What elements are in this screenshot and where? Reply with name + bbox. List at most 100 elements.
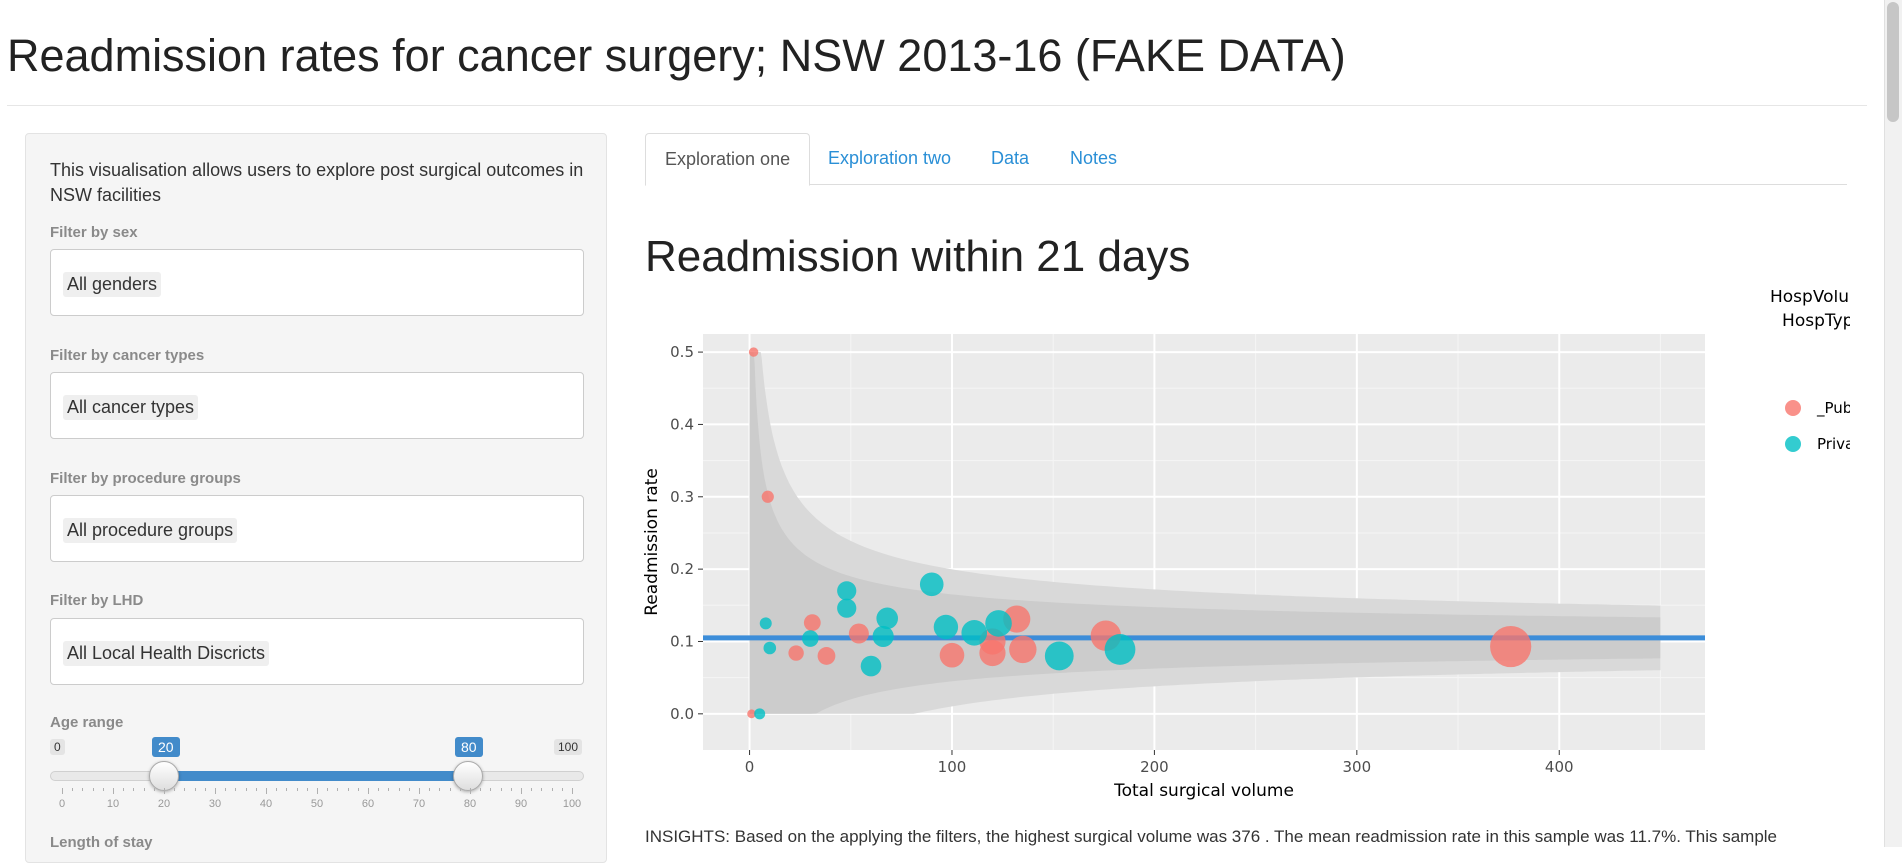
x-axis: 0 100 200 300 400 — [745, 750, 1574, 776]
age-range-grid-tick — [225, 788, 227, 791]
public-hospital-point — [1009, 635, 1037, 664]
age-range-grid-tick — [266, 788, 267, 794]
tab-exploration-one[interactable]: Exploration one — [645, 133, 811, 186]
readmission-funnel-chart: 0 100 200 300 400 0.0 0.1 0.2 0.3 0.4 0.5 Total s… — [642, 290, 1850, 801]
age-range-grid-tick — [327, 788, 329, 791]
private-hospital-point — [919, 572, 944, 597]
filter-procedure-groups-selected-chip[interactable]: All procedure groups — [63, 518, 238, 543]
tab-exploration-two[interactable]: Exploration two — [828, 148, 952, 168]
age-range-grid-tick — [337, 788, 339, 791]
tab-notes[interactable]: Notes — [1070, 148, 1118, 168]
age-range-grid-label: 40 — [259, 798, 273, 810]
filter-sex-select[interactable]: All genders — [50, 249, 584, 316]
section-heading: Readmission within 21 days — [645, 232, 1191, 281]
age-range-grid-tick — [296, 788, 298, 791]
y-axis: 0.0 0.1 0.2 0.3 0.4 0.5 — [670, 343, 703, 723]
filter-procedure-groups-select[interactable]: All procedure groups — [50, 495, 584, 562]
y-tick-label: 0.1 — [670, 632, 694, 650]
age-range-grid-label: 80 — [463, 798, 477, 810]
age-range-from-label: 20 — [152, 737, 180, 757]
legend-private-label[interactable]: Private — [1817, 435, 1850, 453]
age-range-grid-tick — [204, 788, 206, 791]
age-range-from-handle[interactable] — [149, 761, 179, 791]
private-hospital-point — [1104, 634, 1136, 665]
age-range-grid-tick — [245, 788, 247, 791]
public-hospital-point — [747, 709, 756, 719]
age-range-grid-label: 30 — [208, 798, 222, 810]
private-hospital-point — [801, 630, 819, 647]
age-range-grid-tick — [357, 788, 359, 791]
y-tick-label: 0.4 — [670, 415, 694, 433]
age-range-grid-tick — [531, 788, 533, 791]
age-range-grid-tick — [82, 788, 84, 791]
filter-sex-selected-chip[interactable]: All genders — [63, 272, 162, 297]
age-range-grid-tick — [347, 788, 349, 791]
public-hospital-point — [817, 647, 836, 665]
age-range-grid-tick — [143, 788, 145, 791]
tab-bar: Exploration one Exploration two Data Not… — [645, 133, 1847, 186]
private-hospital-point — [961, 619, 988, 646]
public-hospital-point — [761, 490, 774, 503]
x-axis-label: Total surgical volume — [1113, 781, 1294, 801]
legend-public-label[interactable]: _Public — [1816, 399, 1850, 418]
y-axis-label: Readmission rate — [642, 468, 662, 616]
private-hospital-point — [876, 607, 899, 630]
age-range-grid-tick — [317, 788, 318, 794]
age-range-grid-tick — [490, 788, 492, 791]
age-range-grid-label: 100 — [562, 798, 582, 810]
age-range-grid-tick — [102, 788, 104, 791]
age-range-grid-tick — [368, 788, 369, 794]
age-range-slider-bar[interactable] — [164, 771, 468, 781]
age-range-grid-tick — [92, 788, 94, 791]
x-tick-label: 400 — [1545, 758, 1574, 776]
age-range-grid-tick — [398, 788, 400, 791]
age-range-grid-tick — [439, 788, 441, 791]
vertical-scrollbar[interactable] — [1884, 0, 1902, 847]
filter-lhd-select[interactable]: All Local Health Discricts — [50, 618, 584, 685]
age-range-to-handle[interactable] — [453, 761, 483, 791]
legend-public-swatch[interactable] — [1785, 400, 1801, 416]
age-range-grid-label: 20 — [157, 798, 171, 810]
sidebar-panel: This visualisation allows users to explo… — [25, 133, 607, 863]
filter-lhd-selected-chip[interactable]: All Local Health Discricts — [63, 641, 270, 666]
private-hospital-point — [837, 581, 857, 601]
age-range-grid-tick — [113, 788, 114, 794]
private-hospital-point — [872, 625, 894, 648]
age-range-grid-tick — [572, 788, 573, 794]
age-range-grid-label: 70 — [412, 798, 426, 810]
legend-private-swatch[interactable] — [1785, 436, 1801, 452]
filter-procedure-groups-label: Filter by procedure groups — [50, 470, 241, 487]
age-range-grid-tick — [72, 788, 74, 791]
x-tick-label: 100 — [938, 758, 967, 776]
age-range-grid-tick — [561, 788, 563, 791]
private-hospital-point — [1044, 641, 1074, 671]
sidebar-description: This visualisation allows users to explo… — [50, 160, 584, 205]
filter-cancer-types-selected-chip[interactable]: All cancer types — [63, 395, 199, 420]
data-points — [747, 347, 1532, 720]
public-hospital-point — [979, 639, 1006, 667]
filter-sex-label: Filter by sex — [50, 224, 138, 241]
filter-cancer-types-label: Filter by cancer types — [50, 347, 205, 364]
page-title: Readmission rates for cancer surgery; NS… — [7, 30, 1346, 81]
age-range-grid-tick — [62, 788, 63, 794]
private-hospital-point — [763, 641, 777, 655]
age-range-grid-tick — [449, 788, 451, 791]
age-range-grid-tick — [541, 788, 543, 791]
age-range-grid-tick — [378, 788, 380, 791]
tab-data[interactable]: Data — [991, 148, 1030, 168]
age-range-grid-tick — [429, 788, 431, 791]
age-range-label: Age range — [50, 714, 124, 731]
y-tick-label: 0.5 — [670, 343, 694, 361]
age-range-grid-tick — [459, 788, 461, 791]
scrollbar-thumb[interactable] — [1887, 2, 1899, 122]
legend-title-volume: HospVolume — [1770, 290, 1850, 307]
age-range-grid-tick — [480, 788, 482, 791]
age-range-grid-label: 50 — [310, 798, 324, 810]
legend-title-type: HospType — [1782, 311, 1850, 331]
public-hospital-point — [939, 642, 965, 668]
age-range-grid-tick — [255, 788, 257, 791]
age-range-grid-tick — [419, 788, 420, 794]
age-range-grid-tick — [235, 788, 237, 791]
age-range-grid-tick — [286, 788, 288, 791]
filter-cancer-types-select[interactable]: All cancer types — [50, 372, 584, 439]
